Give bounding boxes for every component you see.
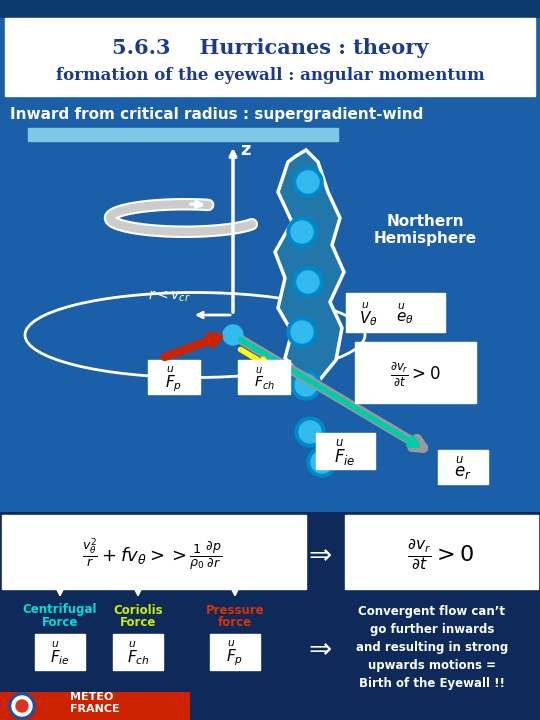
Text: Convergent flow can’t
go further inwards
and resulting in strong
upwards motions: Convergent flow can’t go further inwards… <box>356 606 508 690</box>
Text: $\overset{u}{e}_r$: $\overset{u}{e}_r$ <box>454 454 472 482</box>
FancyBboxPatch shape <box>355 342 476 403</box>
Text: $\overset{u}{F}_{ch}$: $\overset{u}{F}_{ch}$ <box>253 366 274 392</box>
Circle shape <box>291 370 321 400</box>
Circle shape <box>9 693 35 719</box>
FancyBboxPatch shape <box>438 450 488 484</box>
Bar <box>0 512 540 720</box>
Circle shape <box>295 374 317 396</box>
FancyBboxPatch shape <box>148 360 200 394</box>
Text: $\overset{u}{F}_{ie}$: $\overset{u}{F}_{ie}$ <box>334 438 356 468</box>
Text: 5.6.3    Hurricanes : theory: 5.6.3 Hurricanes : theory <box>112 38 428 58</box>
Text: $\overset{u}{e}_\theta$: $\overset{u}{e}_\theta$ <box>396 302 414 326</box>
FancyBboxPatch shape <box>35 634 85 670</box>
Circle shape <box>12 696 32 716</box>
Text: $\overset{u}{F}_p$: $\overset{u}{F}_p$ <box>226 638 244 668</box>
FancyBboxPatch shape <box>210 634 260 670</box>
Text: Pressure: Pressure <box>206 603 264 616</box>
Text: Force: Force <box>120 616 156 629</box>
FancyBboxPatch shape <box>238 360 290 394</box>
Text: Coriolis: Coriolis <box>113 603 163 616</box>
Bar <box>0 0 540 18</box>
Circle shape <box>295 417 325 447</box>
FancyBboxPatch shape <box>345 515 538 589</box>
Text: z: z <box>240 141 251 159</box>
FancyBboxPatch shape <box>5 18 535 96</box>
Text: $\Rightarrow$: $\Rightarrow$ <box>303 634 333 662</box>
Text: $\overset{u}{F}_p$: $\overset{u}{F}_p$ <box>165 364 183 394</box>
Text: Force: Force <box>42 616 78 629</box>
FancyBboxPatch shape <box>316 433 375 469</box>
Text: METEO: METEO <box>70 692 113 702</box>
Text: force: force <box>218 616 252 629</box>
Circle shape <box>287 317 317 347</box>
Circle shape <box>16 700 28 712</box>
Circle shape <box>291 321 313 343</box>
FancyBboxPatch shape <box>113 634 163 670</box>
Text: $\frac{\partial v_r}{\partial t} > 0$: $\frac{\partial v_r}{\partial t} > 0$ <box>390 361 440 389</box>
Circle shape <box>291 221 313 243</box>
Text: Inward from critical radius : supergradient-wind: Inward from critical radius : supergradi… <box>10 107 423 122</box>
Circle shape <box>311 451 333 473</box>
Text: $\overset{u}{V}_\theta$: $\overset{u}{V}_\theta$ <box>359 300 377 328</box>
Circle shape <box>287 217 317 247</box>
Circle shape <box>297 271 319 293</box>
Bar <box>28 128 338 141</box>
FancyBboxPatch shape <box>346 293 445 332</box>
Text: $\overset{u}{F}_{ie}$: $\overset{u}{F}_{ie}$ <box>50 639 70 667</box>
Circle shape <box>293 267 323 297</box>
Text: $\frac{v_\theta^2}{r} + fv_\theta >> \frac{1}{\rho_0}\frac{\partial p}{\partial : $\frac{v_\theta^2}{r} + fv_\theta >> \fr… <box>82 536 222 572</box>
Circle shape <box>297 171 319 193</box>
Polygon shape <box>275 150 344 382</box>
Text: $\overset{u}{F}_{ch}$: $\overset{u}{F}_{ch}$ <box>126 639 150 667</box>
Text: formation of the eyewall : angular momentum: formation of the eyewall : angular momen… <box>56 68 484 84</box>
Text: $\frac{\partial v_r}{\partial t} > 0$: $\frac{\partial v_r}{\partial t} > 0$ <box>408 537 475 571</box>
Circle shape <box>307 447 337 477</box>
Circle shape <box>223 325 243 345</box>
Text: $\Rightarrow$: $\Rightarrow$ <box>303 540 333 568</box>
Text: $r < v_{cr}$: $r < v_{cr}$ <box>148 289 191 305</box>
Text: FRANCE: FRANCE <box>70 704 120 714</box>
Text: Northern
Hemisphere: Northern Hemisphere <box>374 214 477 246</box>
FancyBboxPatch shape <box>2 515 306 589</box>
Text: Centrifugal: Centrifugal <box>23 603 97 616</box>
Bar <box>0 692 190 720</box>
Circle shape <box>293 167 323 197</box>
Circle shape <box>299 421 321 443</box>
